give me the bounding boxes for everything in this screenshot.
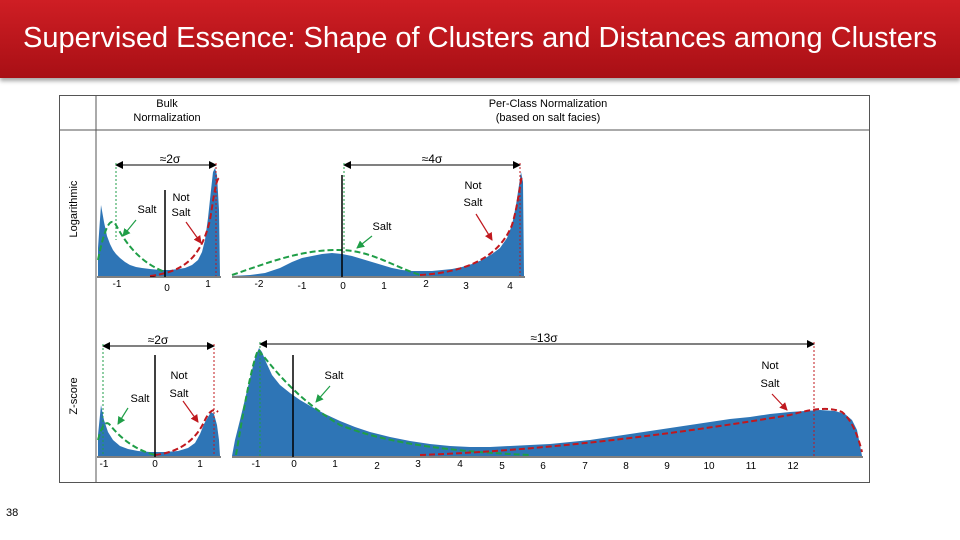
tick-label: 1 <box>205 279 211 290</box>
tick-label: 6 <box>540 461 546 472</box>
not-salt-label-line2: Salt <box>172 207 191 219</box>
tick-label: 1 <box>381 281 387 292</box>
tick-label: 3 <box>463 281 469 292</box>
tick-label: 11 <box>746 461 757 472</box>
tick-label: 1 <box>332 459 338 470</box>
not-salt-curve <box>419 407 863 456</box>
distance-label: ≈2σ <box>148 333 169 347</box>
panel-log-class: ≈4σ Salt Not Salt -2 -1 0 1 2 3 4 <box>231 152 525 292</box>
tick-label: -1 <box>113 279 122 290</box>
not-salt-label-line2: Salt <box>464 197 483 209</box>
tick-label: 4 <box>507 281 513 292</box>
not-salt-label-line2: Salt <box>761 378 780 390</box>
tick-label: -1 <box>298 281 307 292</box>
tick-label: 9 <box>664 461 670 472</box>
salt-label: Salt <box>325 370 344 382</box>
title-banner <box>0 0 960 78</box>
not-salt-label-line1: Not <box>464 180 481 192</box>
tick-label: 1 <box>197 459 203 470</box>
figure-frame <box>59 95 870 483</box>
histogram-area <box>232 172 524 276</box>
salt-pointer <box>315 385 331 403</box>
distance-label: ≈4σ <box>422 152 443 166</box>
histogram-area <box>98 405 220 456</box>
tick-label: 8 <box>623 461 629 472</box>
tick-label: 12 <box>787 461 799 472</box>
not-salt-pointer <box>475 213 493 241</box>
header-bulk: Bulk Normalization <box>133 98 201 124</box>
tick-label: -1 <box>252 459 261 470</box>
panel-log-bulk: ≈2σ Salt Not Salt -1 0 1 <box>97 152 221 294</box>
tick-label: 2 <box>423 279 429 290</box>
tick-label: 7 <box>582 461 588 472</box>
tick-label: 10 <box>703 461 715 472</box>
salt-label: Salt <box>131 393 150 405</box>
salt-label: Salt <box>138 204 157 216</box>
not-salt-label-line1: Not <box>761 360 778 372</box>
salt-pointer <box>356 235 373 249</box>
not-salt-label-line1: Not <box>172 192 189 204</box>
distance-label: ≈13σ <box>530 331 558 345</box>
panel-z-bulk: ≈2σ Salt Not Salt -1 0 1 <box>97 333 221 470</box>
tick-label: 3 <box>415 459 421 470</box>
salt-label: Salt <box>373 221 392 233</box>
not-salt-curve <box>149 177 220 277</box>
salt-curve <box>231 248 421 276</box>
panel-z-class: ≈13σ Salt Not Salt -1 0 1 2 3 4 5 6 7 8 … <box>232 331 863 472</box>
not-salt-curve <box>154 409 219 456</box>
header-per-class: Per-Class Normalization (based on salt f… <box>488 98 608 124</box>
salt-pointer <box>122 219 137 237</box>
distance-label: ≈2σ <box>160 152 181 166</box>
not-salt-pointer <box>182 400 199 423</box>
histogram-area <box>232 348 862 456</box>
page-number: 38 <box>6 507 19 519</box>
histogram-area <box>98 168 220 276</box>
not-salt-label-line1: Not <box>170 370 187 382</box>
tick-label: 0 <box>291 459 297 470</box>
tick-label: 4 <box>457 459 463 470</box>
tick-label: -2 <box>255 279 264 290</box>
slide-title: Supervised Essence: Shape of Clusters an… <box>23 22 937 54</box>
tick-label: 2 <box>374 461 380 472</box>
tick-label: 0 <box>152 459 158 470</box>
salt-curve <box>97 422 156 456</box>
not-salt-label-line2: Salt <box>170 388 189 400</box>
not-salt-pointer <box>771 393 788 411</box>
salt-curve <box>235 348 531 456</box>
tick-label: 0 <box>340 281 346 292</box>
tick-label: 5 <box>499 461 505 472</box>
salt-curve <box>97 221 166 273</box>
salt-pointer <box>117 407 129 425</box>
tick-label: 0 <box>164 283 170 294</box>
not-salt-pointer <box>185 221 202 244</box>
tick-label: -1 <box>100 459 109 470</box>
